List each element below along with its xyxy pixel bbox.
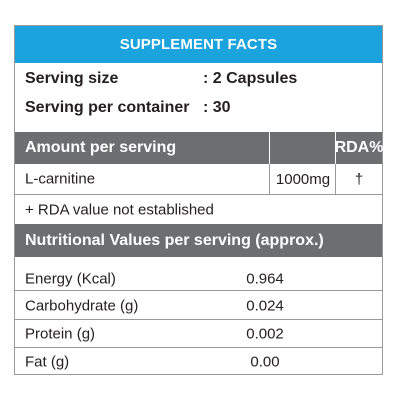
serving-per-container-row: Serving per container : 30	[25, 99, 231, 117]
nutrition-value: 0.002	[246, 325, 284, 343]
nutrition-name: Carbohydrate (g)	[25, 297, 139, 314]
supplement-facts-panel: SUPPLEMENT FACTS Serving size : 2 Capsul…	[14, 25, 383, 375]
ingredient-amount-cell: 1000mg	[269, 164, 336, 194]
amount-per-serving-label: Amount per serving	[25, 139, 177, 156]
rda-column-header: RDA%	[334, 132, 384, 164]
ingredient-rda: †	[354, 170, 364, 188]
serving-size-value: : 2 Capsules	[203, 70, 298, 87]
nutrition-name: Fat (g)	[25, 353, 70, 371]
ingredient-rda-cell: †	[335, 164, 382, 194]
footnote-text: + RDA value not established	[25, 201, 214, 219]
ingredient-name: L-carnitine	[25, 170, 96, 188]
nutritional-values-header: Nutritional Values per serving (approx.)	[15, 224, 382, 257]
nutrition-row: Carbohydrate (g) 0.024	[15, 290, 382, 320]
nutrition-value: 0.024	[246, 297, 284, 314]
serving-per-container-label: Serving per container	[25, 99, 190, 116]
nutrition-name: Energy (Kcal)	[25, 270, 116, 288]
panel-title: SUPPLEMENT FACTS	[15, 26, 382, 63]
footnote-row: + RDA value not established	[15, 194, 382, 225]
nutritional-values-label: Nutritional Values per serving (approx.)	[25, 231, 324, 249]
nutrition-row: Protein (g) 0.002	[15, 319, 382, 348]
serving-size-row: Serving size : 2 Capsules	[25, 70, 297, 88]
nutrition-value: 0.964	[246, 270, 284, 288]
nutrition-row: Energy (Kcal) 0.964	[15, 264, 382, 294]
ingredient-row: L-carnitine 1000mg †	[15, 164, 382, 194]
amount-column-header	[269, 132, 336, 164]
panel-title-text: SUPPLEMENT FACTS	[119, 36, 278, 53]
nutrition-name: Protein (g)	[25, 325, 96, 343]
serving-size-label: Serving size	[25, 70, 119, 87]
rda-label: RDA%	[334, 139, 384, 156]
serving-per-container-value: : 30	[203, 99, 231, 116]
amount-per-serving-header: Amount per serving RDA%	[15, 132, 384, 164]
nutrition-value: 0.00	[250, 353, 280, 371]
nutrition-row: Fat (g) 0.00	[15, 347, 382, 376]
ingredient-amount: 1000mg	[275, 170, 331, 188]
